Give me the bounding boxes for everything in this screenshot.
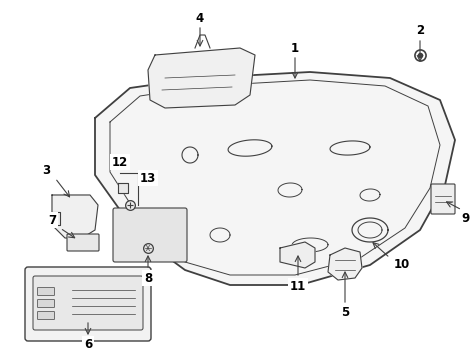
Text: 11: 11 bbox=[290, 279, 306, 293]
FancyBboxPatch shape bbox=[37, 287, 55, 295]
Text: 7: 7 bbox=[48, 214, 56, 227]
Text: 6: 6 bbox=[84, 338, 92, 348]
Text: 2: 2 bbox=[416, 24, 424, 37]
FancyBboxPatch shape bbox=[33, 276, 143, 330]
Text: 13: 13 bbox=[140, 172, 156, 184]
Text: 1: 1 bbox=[291, 41, 299, 55]
Text: 9: 9 bbox=[462, 212, 470, 224]
Text: 12: 12 bbox=[112, 156, 128, 168]
Polygon shape bbox=[328, 248, 362, 280]
Polygon shape bbox=[118, 183, 128, 193]
FancyBboxPatch shape bbox=[431, 184, 455, 214]
FancyBboxPatch shape bbox=[37, 300, 55, 308]
Polygon shape bbox=[95, 72, 455, 285]
FancyBboxPatch shape bbox=[67, 234, 99, 251]
FancyBboxPatch shape bbox=[25, 267, 151, 341]
FancyBboxPatch shape bbox=[37, 311, 55, 319]
FancyBboxPatch shape bbox=[113, 208, 187, 262]
Text: 5: 5 bbox=[341, 307, 349, 319]
Text: 10: 10 bbox=[394, 259, 410, 271]
Text: 3: 3 bbox=[42, 164, 50, 176]
Polygon shape bbox=[52, 195, 98, 238]
Text: 8: 8 bbox=[144, 271, 152, 285]
Text: 4: 4 bbox=[196, 11, 204, 24]
Polygon shape bbox=[148, 48, 255, 108]
Polygon shape bbox=[280, 242, 315, 268]
